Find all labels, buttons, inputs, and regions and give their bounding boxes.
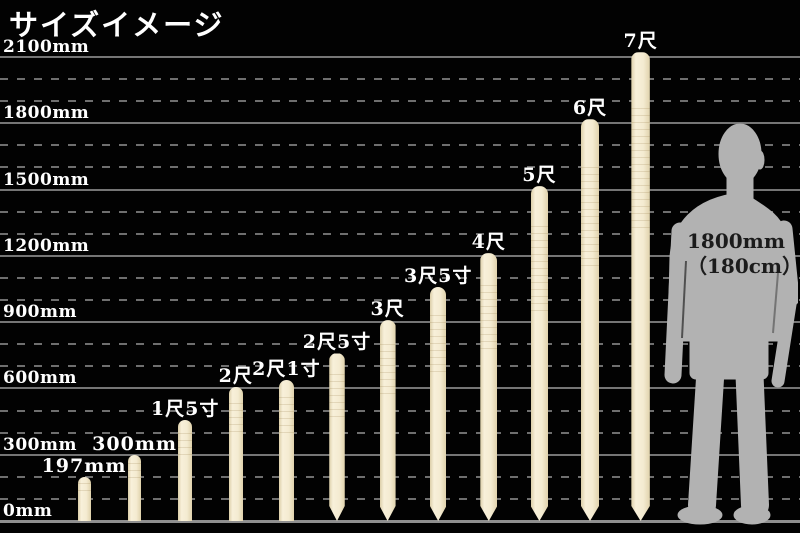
y-axis-tick-label: 600mm	[3, 368, 77, 389]
bar-label: 3尺5寸	[403, 264, 473, 287]
human-silhouette	[656, 123, 800, 527]
size-bar-6尺	[581, 119, 599, 521]
y-axis-tick-label: 2100mm	[3, 36, 90, 57]
gridline-800mm	[0, 343, 800, 346]
size-bar-300mm	[127, 454, 142, 521]
gridline-1500mm	[0, 188, 800, 191]
size-bar-5尺	[531, 186, 549, 521]
gridline-400mm	[0, 431, 800, 434]
gridline-1800mm	[0, 122, 800, 125]
y-axis-tick-label: 1800mm	[3, 103, 90, 124]
gridline-2100mm	[0, 55, 800, 58]
bar-label: 2尺1寸	[252, 358, 321, 381]
bar-label: 2尺5寸	[302, 331, 372, 354]
size-bar-7尺	[631, 52, 650, 521]
figure-height-label: 1800mm （180cm）	[687, 229, 800, 279]
gridline-1600mm	[0, 166, 800, 169]
chart-title: サイズイメージ	[9, 8, 225, 42]
gridline-1700mm	[0, 144, 800, 147]
figure-height-mm: 1800mm	[687, 229, 785, 253]
y-axis-tick-label: 900mm	[3, 302, 77, 323]
figure-height-cm: （180cm）	[687, 254, 800, 278]
bar-label: 197mm	[41, 455, 127, 478]
bar-label: 3尺	[370, 298, 405, 321]
gridline-2000mm	[0, 78, 800, 80]
gridline-1200mm	[0, 254, 800, 257]
gridline-1100mm	[0, 276, 800, 279]
size-bar-4尺	[480, 253, 497, 521]
gridline-500mm	[0, 409, 800, 412]
size-bar-2尺	[228, 387, 244, 521]
bar-label: 6尺	[572, 97, 608, 120]
gridline-1300mm	[0, 232, 800, 235]
man-figure	[664, 123, 800, 525]
size-bar-2尺1寸	[278, 380, 294, 521]
bar-label: 2尺	[218, 365, 253, 388]
bar-label: 5尺	[522, 164, 557, 187]
size-bar-3尺	[380, 320, 396, 521]
gridline-900mm	[0, 321, 800, 324]
size-bar-2尺5寸	[329, 353, 345, 521]
gridline-100mm	[0, 497, 800, 500]
y-axis-tick-label: 0mm	[3, 501, 53, 521]
y-axis-tick-label: 1200mm	[3, 235, 90, 256]
gridline-1900mm	[0, 100, 800, 103]
size-bar-3尺5寸	[430, 287, 447, 521]
gridline-1000mm	[0, 299, 800, 301]
size-bar-197mm	[77, 477, 91, 521]
bar-label: 4尺	[471, 231, 506, 254]
gridline-600mm	[0, 387, 800, 390]
gridline-300mm	[0, 453, 800, 456]
gridline-700mm	[0, 365, 800, 368]
bar-label: 7尺	[623, 30, 658, 53]
size-bar-1尺5寸	[178, 420, 193, 521]
gridline-1400mm	[0, 210, 800, 213]
bar-label: 300mm	[92, 432, 178, 455]
y-axis-tick-label: 1500mm	[3, 169, 90, 190]
y-axis-tick-label: 300mm	[3, 434, 77, 455]
bar-label: 1尺5寸	[150, 398, 220, 421]
gridline-200mm	[0, 475, 800, 478]
gridline-0mm-baseline	[0, 520, 800, 523]
